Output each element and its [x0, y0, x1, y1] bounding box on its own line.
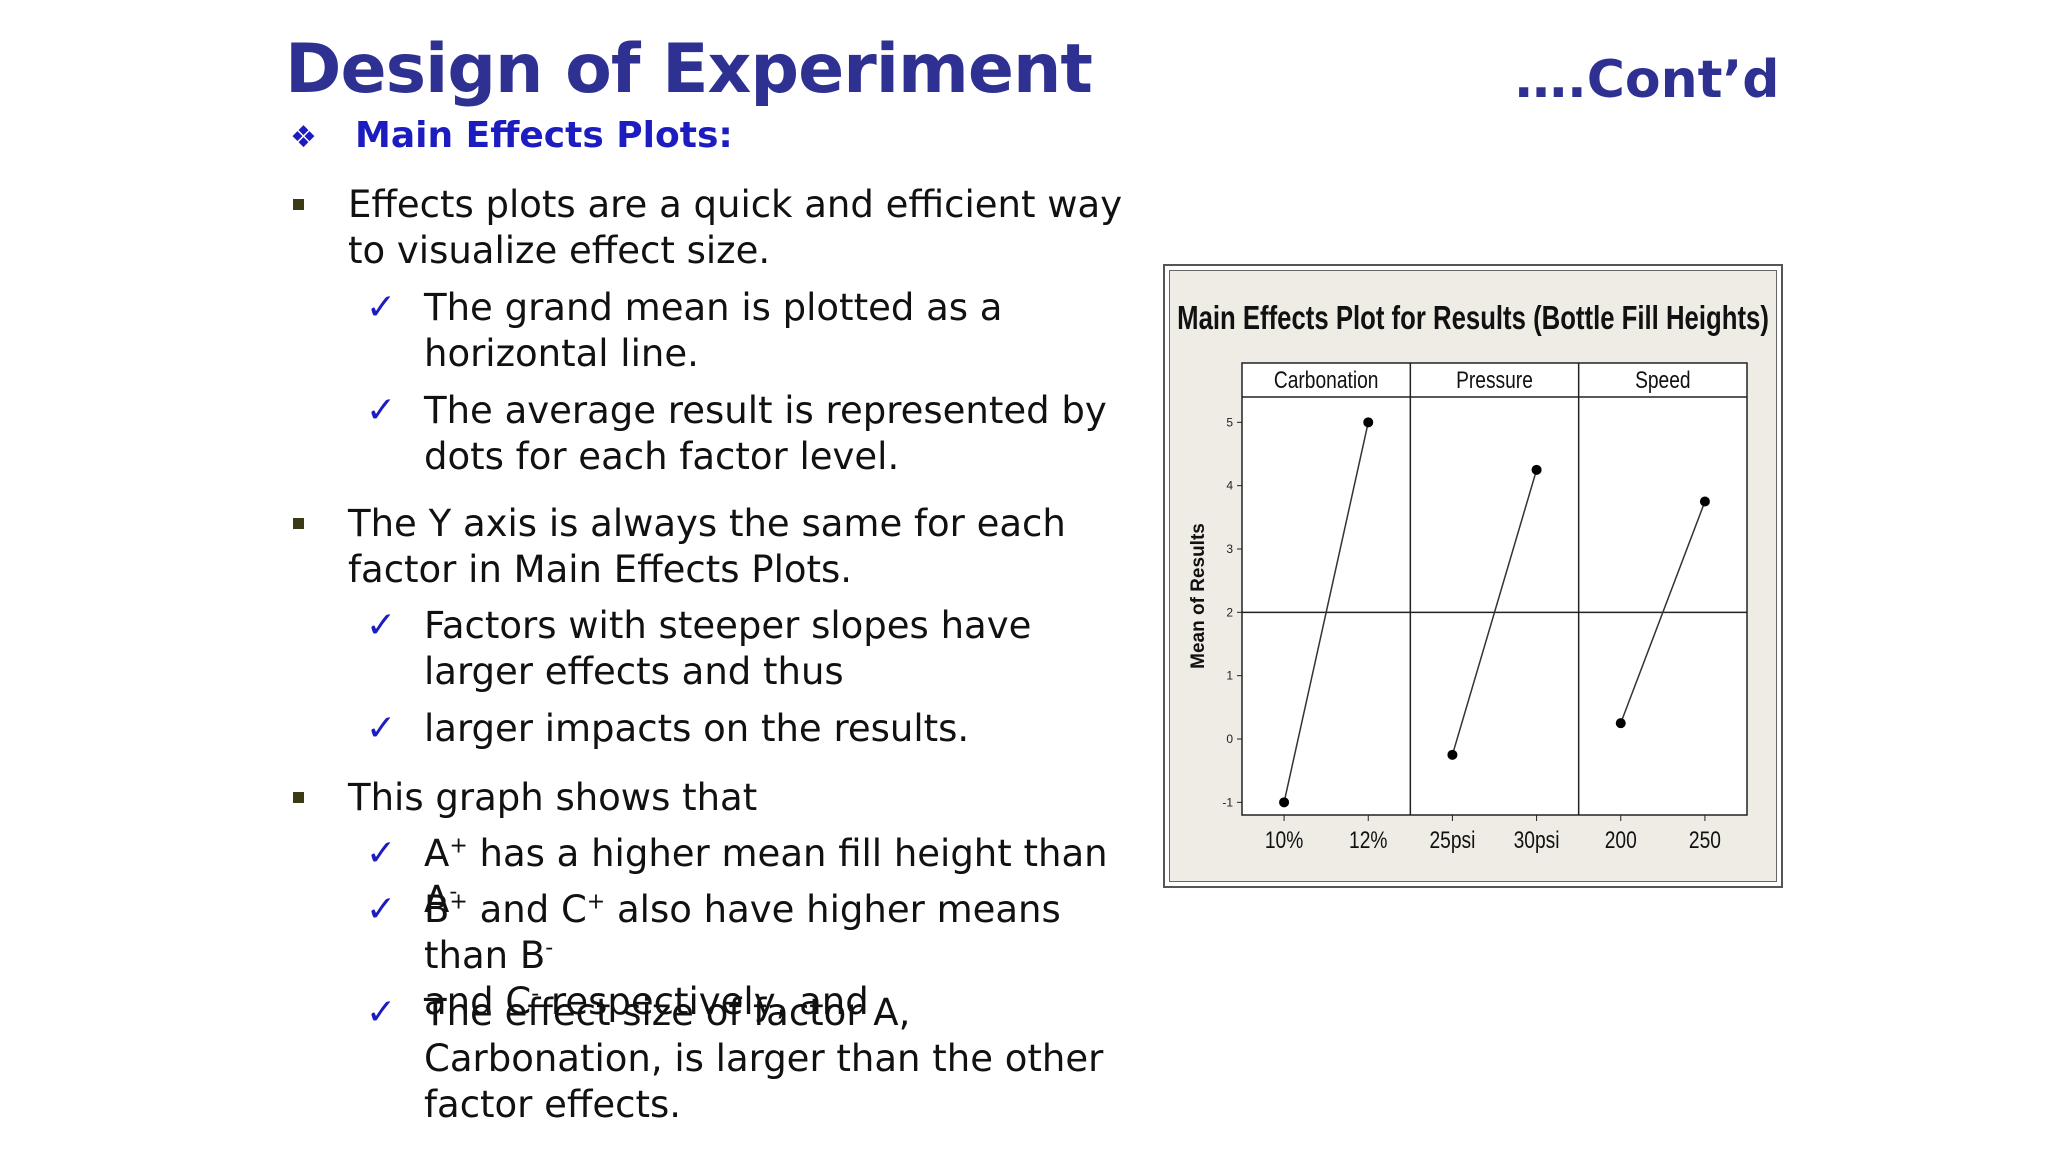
check-icon: ✓ — [366, 889, 397, 930]
check-icon: ✓ — [366, 708, 397, 749]
sub-bullet-text: The average result is represented by dot… — [424, 389, 1107, 478]
effect-line — [1451, 469, 1538, 756]
mean-point — [1279, 797, 1290, 808]
bullet-item: The Y axis is always the same for each f… — [290, 501, 1130, 593]
y-tick-label: 4 — [1226, 479, 1233, 493]
x-tick-label: 200 — [1605, 826, 1637, 854]
check-icon: ✓ — [366, 287, 397, 328]
sub-bullet-item: ✓ The grand mean is plotted as a horizon… — [366, 285, 1146, 377]
sub-bullet-item: ✓ B+ and C+ also have higher means than … — [366, 887, 1146, 1025]
mean-point — [1363, 417, 1374, 428]
slide-title: Design of Experiment — [285, 30, 1093, 109]
panel-header-label: Speed — [1635, 366, 1690, 394]
square-bullet-icon — [293, 199, 304, 210]
sub-bullet-item: ✓ larger impacts on the results. — [366, 706, 1146, 752]
y-tick-label: 5 — [1226, 415, 1233, 429]
bullet-item: Effects plots are a quick and efficient … — [290, 182, 1130, 274]
check-icon: ✓ — [366, 390, 397, 431]
x-tick-label: 30psi — [1514, 826, 1560, 854]
mean-point — [1531, 464, 1542, 475]
section-heading: ❖ Main Effects Plots: — [290, 115, 733, 156]
bullet-text: Effects plots are a quick and efficient … — [348, 183, 1123, 272]
continued-label: ….Cont’d — [1515, 50, 1780, 110]
mean-point — [1699, 496, 1710, 507]
bullet-item: This graph shows that — [290, 775, 1130, 821]
mean-point — [1615, 718, 1626, 729]
sub-bullet-text: Factors with steeper slopes have larger … — [424, 604, 1032, 693]
mean-point — [1447, 749, 1458, 760]
diamond-bullet-icon: ❖ — [290, 120, 317, 155]
bullet-text: This graph shows that — [348, 776, 758, 819]
y-tick-label: 1 — [1226, 669, 1233, 683]
check-icon: ✓ — [366, 833, 397, 874]
effect-line — [1620, 501, 1706, 724]
sub-bullet-text: The effect size of factor A, Carbonation… — [424, 991, 1104, 1126]
sub-bullet-text: A+ has a higher mean fill height than A- — [424, 832, 1108, 921]
sub-bullet-text: larger impacts on the results. — [424, 707, 970, 750]
y-tick-label: 2 — [1226, 605, 1233, 619]
bullet-text: The Y axis is always the same for each f… — [348, 502, 1066, 591]
x-tick-label: 12% — [1349, 826, 1387, 854]
main-effects-chart: Main Effects Plot for Results (Bottle Fi… — [1177, 300, 1769, 854]
sub-bullet-item: ✓ A+ has a higher mean fill height than … — [366, 831, 1146, 923]
panel-header-label: Pressure — [1456, 366, 1533, 394]
panel-header-label: Carbonation — [1274, 366, 1379, 394]
x-tick-label: 25psi — [1429, 826, 1475, 854]
sub-bullet-item: ✓ Factors with steeper slopes have large… — [366, 603, 1146, 695]
y-tick-label: 0 — [1226, 732, 1233, 746]
y-tick-label: -1 — [1222, 795, 1233, 809]
section-heading-text: Main Effects Plots: — [355, 115, 733, 156]
plot-area — [1241, 362, 1748, 816]
y-tick-label: 3 — [1226, 542, 1233, 556]
square-bullet-icon — [293, 792, 304, 803]
chart-panel-bg: Main Effects Plot for Results (Bottle Fi… — [1169, 270, 1777, 882]
sub-bullet-item: ✓ The effect size of factor A, Carbonati… — [366, 990, 1146, 1128]
x-tick-label: 10% — [1265, 826, 1303, 854]
sub-bullet-text: The grand mean is plotted as a horizonta… — [424, 286, 1003, 375]
chart-title: Main Effects Plot for Results (Bottle Fi… — [1177, 300, 1769, 337]
square-bullet-icon — [293, 518, 304, 529]
main-effects-chart-frame: Main Effects Plot for Results (Bottle Fi… — [1163, 264, 1783, 888]
x-tick-label: 250 — [1689, 826, 1721, 854]
sub-bullet-item: ✓ The average result is represented by d… — [366, 388, 1146, 480]
check-icon: ✓ — [366, 992, 397, 1033]
effect-line — [1283, 422, 1369, 803]
y-axis-label: Mean of Results — [1188, 523, 1209, 669]
check-icon: ✓ — [366, 605, 397, 646]
sub-bullet-text: B+ and C+ also have higher means than B-… — [424, 888, 1061, 1023]
